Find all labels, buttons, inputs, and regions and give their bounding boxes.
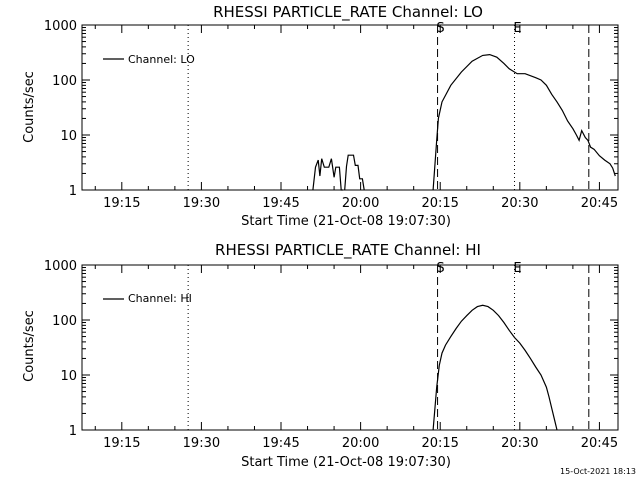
x-tick-label: 19:45 [262,196,299,211]
y-tick-label: 10 [60,129,77,144]
x-tick-label: 20:30 [501,436,538,451]
x-tick-label: 19:30 [183,196,220,211]
legend-label: Channel: HI [128,292,192,305]
series-line [312,158,343,191]
x-axis-label: Start Time (21-Oct-08 19:07:30) [241,455,451,470]
x-tick-label: 19:45 [262,436,299,451]
x-tick-label: 20:45 [581,436,618,451]
y-tick-label: 100 [52,314,77,329]
event-marker-label: E [513,21,521,36]
x-tick-label: 19:15 [103,196,140,211]
series-line [432,53,616,191]
y-tick-label: 1000 [44,19,77,34]
event-marker-label: E [513,261,521,276]
event-marker-label: S [436,21,444,36]
panel-hi: RHESSI PARTICLE_RATE Channel: HI Counts/… [22,241,619,470]
x-tick-label: 20:15 [421,196,458,211]
plot-frame [81,264,619,431]
x-tick-label: 20:45 [581,196,618,211]
y-tick-label: 1 [69,424,77,439]
series-line [344,154,365,191]
chart-title: RHESSI PARTICLE_RATE Channel: HI [215,241,481,260]
x-tick-label: 19:30 [183,436,220,451]
y-axis-label: Counts/sec [22,310,37,382]
plot-frame [81,24,619,191]
chart-title: RHESSI PARTICLE_RATE Channel: LO [213,3,483,22]
legend-label: Channel: LO [128,53,195,66]
x-tick-label: 20:00 [342,196,379,211]
event-marker-label: S [436,261,444,276]
y-tick-label: 1000 [44,259,77,274]
x-tick-label: 20:30 [501,196,538,211]
series-line [432,304,558,431]
x-tick-label: 20:00 [342,436,379,451]
x-tick-label: 20:15 [421,436,458,451]
panel-lo: RHESSI PARTICLE_RATE Channel: LO Counts/… [22,3,619,229]
x-tick-label: 19:15 [103,436,140,451]
y-tick-label: 1 [69,184,77,199]
y-tick-label: 100 [52,74,77,89]
y-tick-label: 10 [60,369,77,384]
footer-timestamp: 15-Oct-2021 18:13 [560,467,636,476]
x-axis-label: Start Time (21-Oct-08 19:07:30) [241,214,451,229]
y-axis-label: Counts/sec [22,71,37,143]
